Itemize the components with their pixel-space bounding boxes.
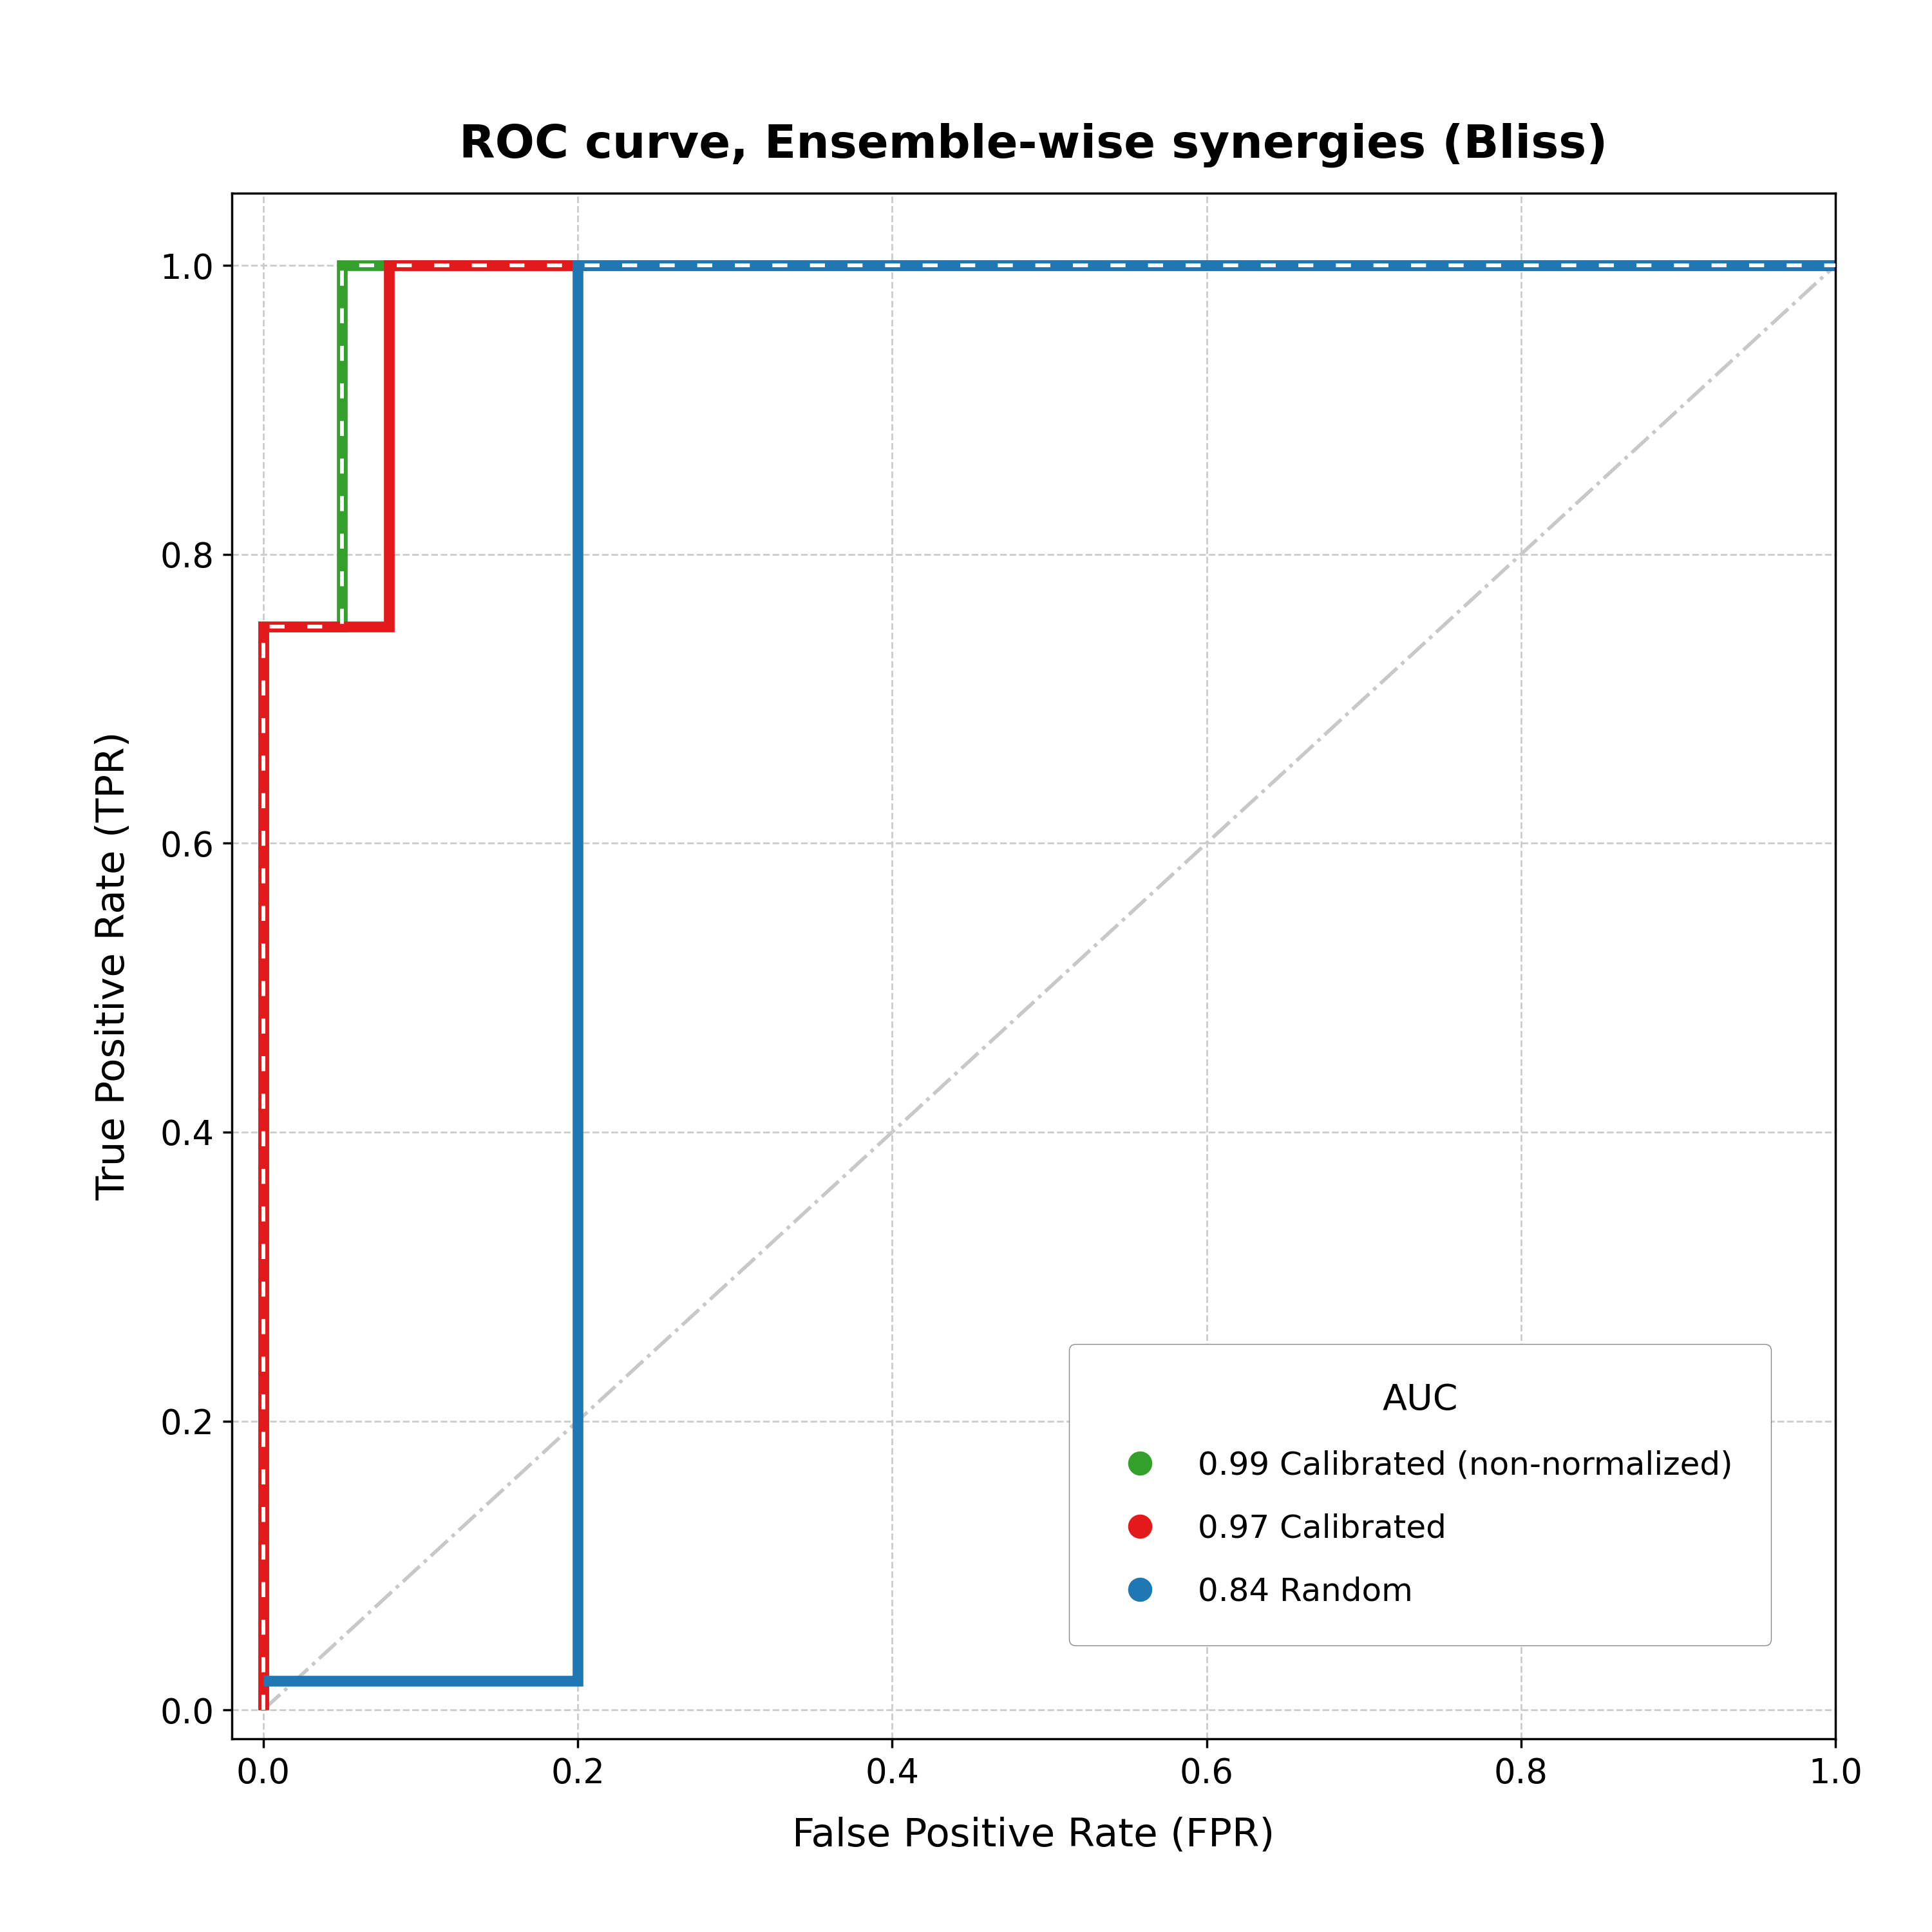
Legend: 0.99 Calibrated (non-normalized), 0.97 Calibrated, 0.84 Random: 0.99 Calibrated (non-normalized), 0.97 C…	[1068, 1345, 1772, 1646]
Y-axis label: True Positive Rate (TPR): True Positive Rate (TPR)	[95, 732, 133, 1200]
Title: ROC curve, Ensemble-wise synergies (Bliss): ROC curve, Ensemble-wise synergies (Blis…	[460, 122, 1607, 168]
X-axis label: False Positive Rate (FPR): False Positive Rate (FPR)	[792, 1816, 1275, 1855]
